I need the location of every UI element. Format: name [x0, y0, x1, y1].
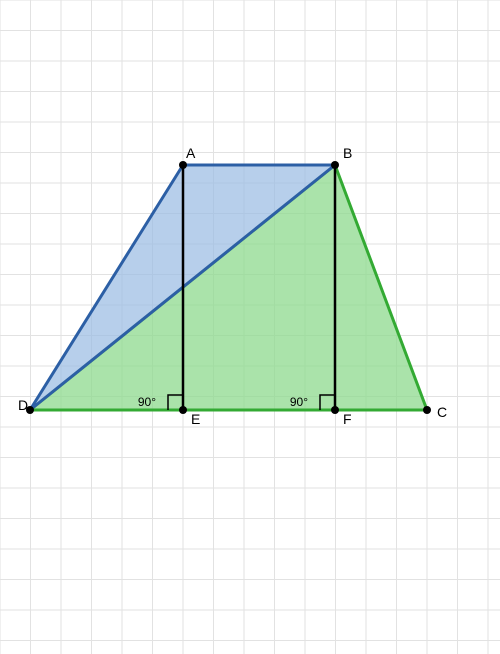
label-E: E [191, 411, 200, 427]
label-D: D [18, 397, 28, 413]
point-F [331, 406, 339, 414]
label-A: A [186, 145, 196, 161]
angle-label-F: 90° [290, 395, 308, 409]
label-F: F [343, 411, 352, 427]
label-B: B [343, 145, 352, 161]
point-E [179, 406, 187, 414]
angle-label-E: 90° [138, 395, 156, 409]
point-B [331, 161, 339, 169]
point-C [423, 406, 431, 414]
diagram-svg: 90° 90° A B C D E F [0, 0, 500, 654]
point-A [179, 161, 187, 169]
diagram-canvas: 90° 90° A B C D E F [0, 0, 500, 654]
label-C: C [437, 404, 447, 420]
